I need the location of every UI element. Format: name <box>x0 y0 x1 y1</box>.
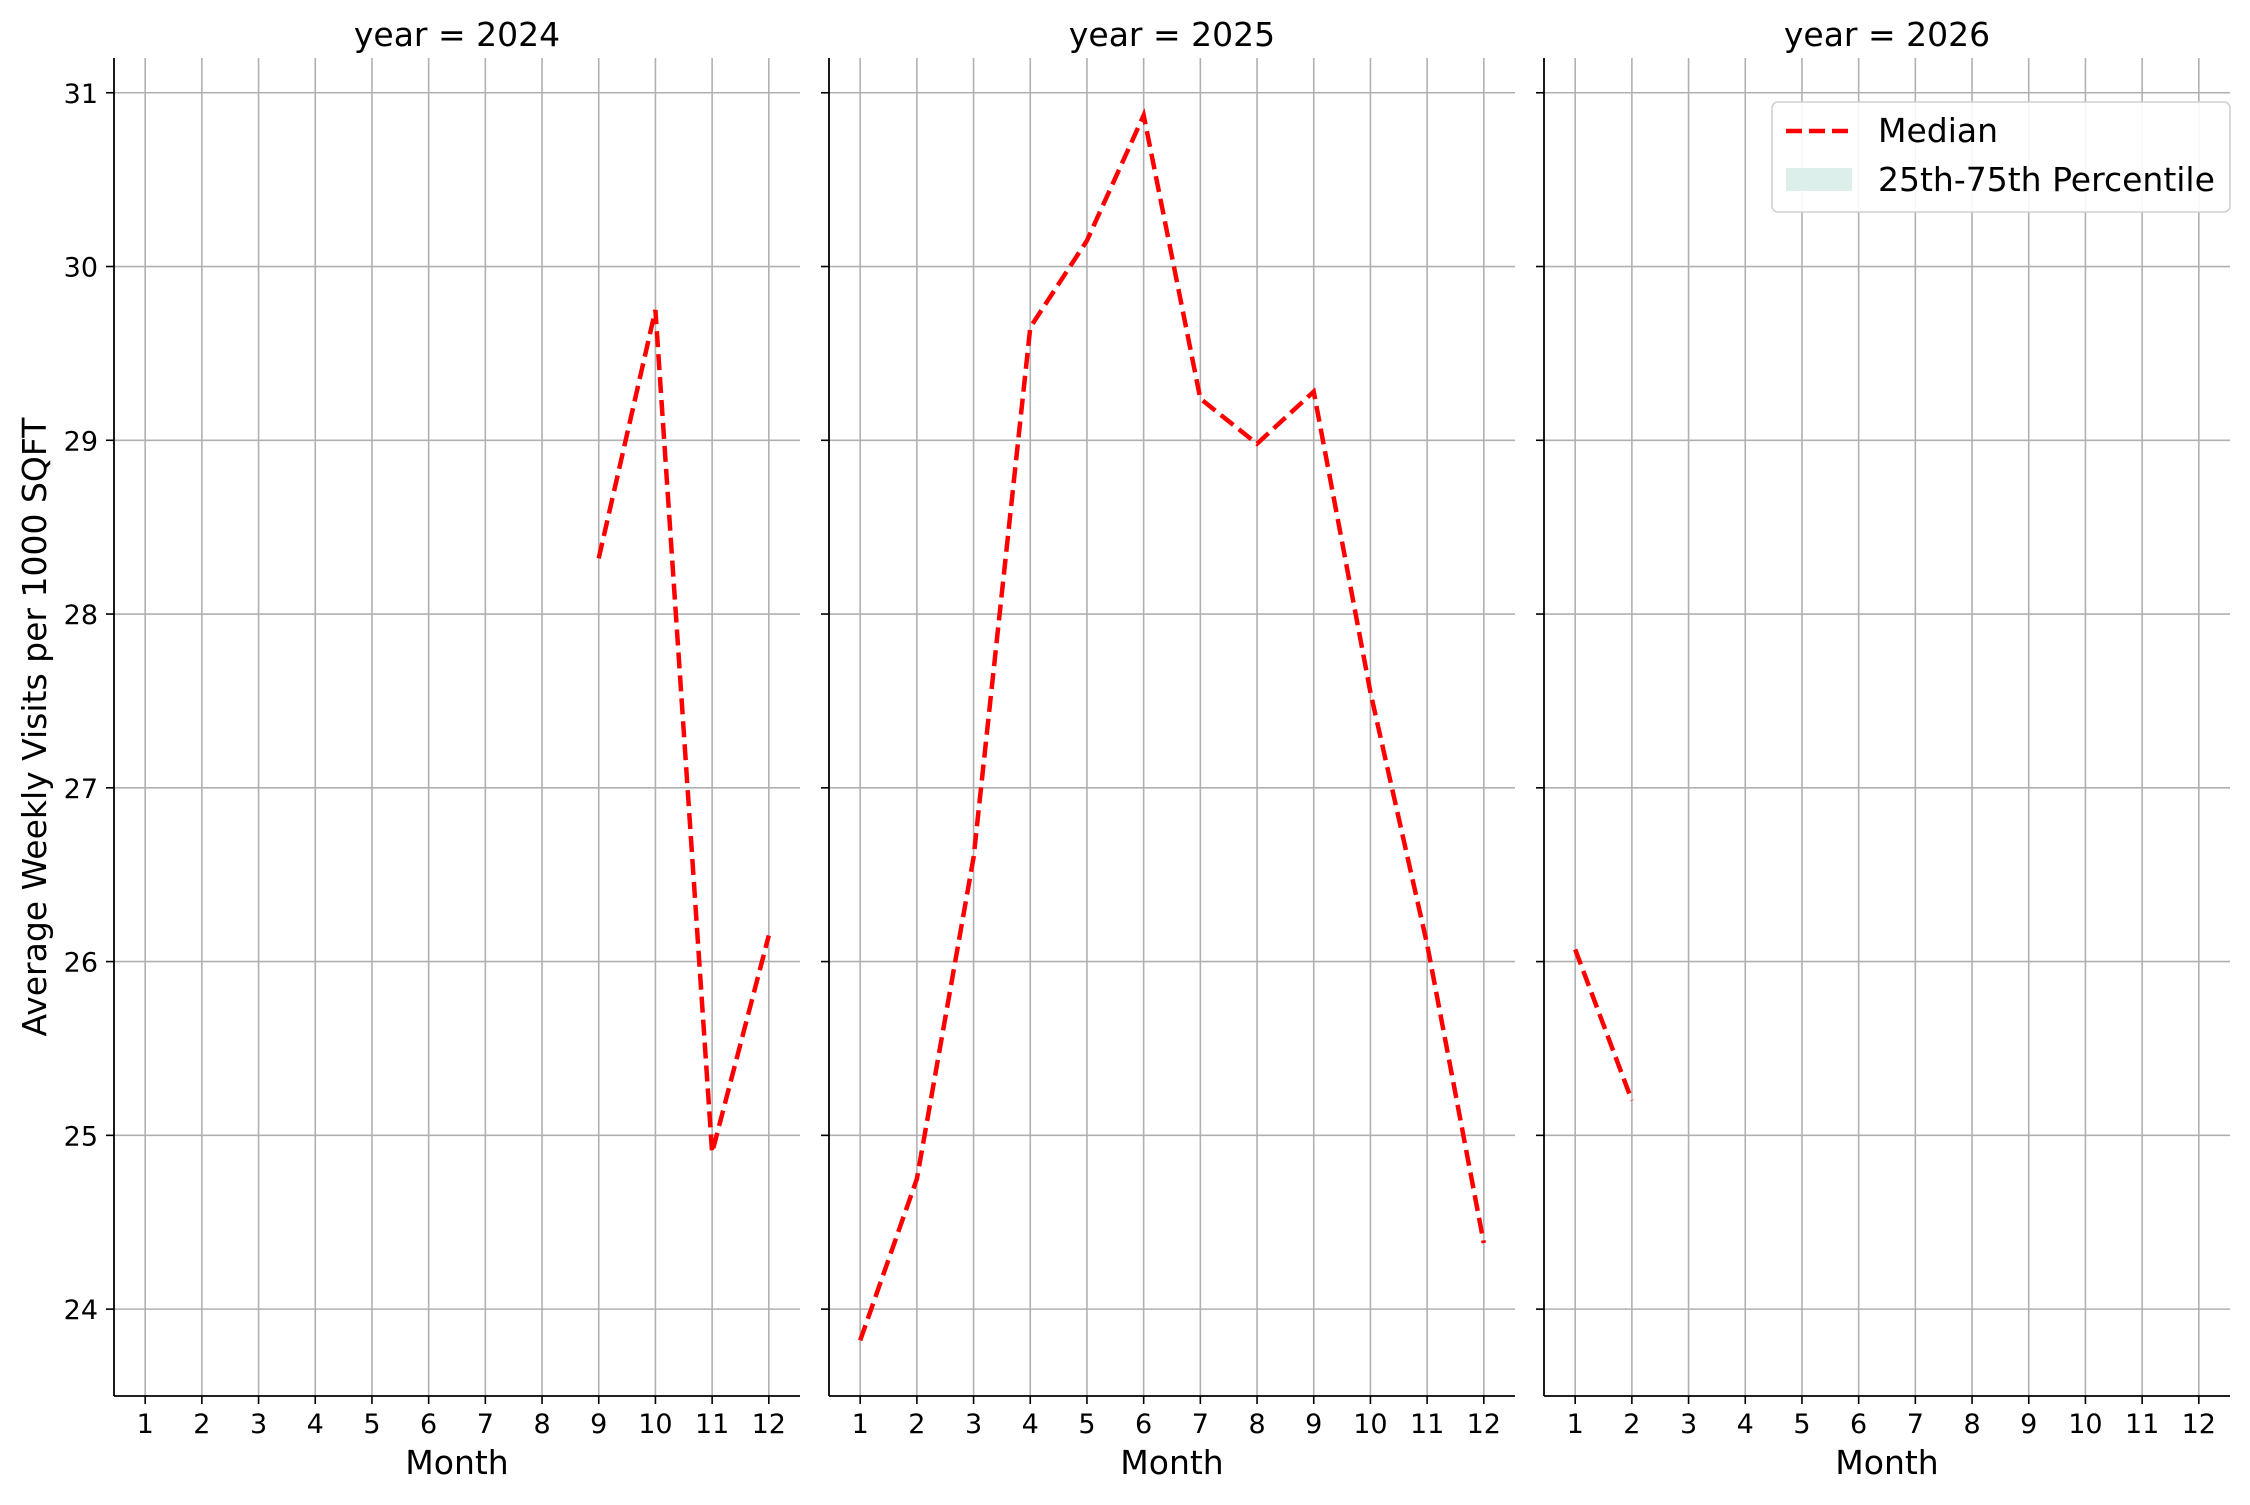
y-tick-label: 27 <box>64 774 98 805</box>
x-tick-label: 1 <box>137 1409 154 1440</box>
x-tick-label: 5 <box>1078 1409 1095 1440</box>
x-tick-label: 12 <box>752 1409 786 1440</box>
x-tick-label: 7 <box>477 1409 494 1440</box>
x-tick-label: 3 <box>250 1409 267 1440</box>
panel-title: year = 2025 <box>1069 15 1275 54</box>
x-tick-label: 12 <box>1467 1409 1501 1440</box>
y-axis-title: Average Weekly Visits per 1000 SQFT <box>15 417 54 1037</box>
x-tick-label: 5 <box>1793 1409 1810 1440</box>
y-tick-label: 25 <box>64 1121 98 1152</box>
x-tick-label: 4 <box>1737 1409 1754 1440</box>
y-tick-label: 30 <box>64 253 98 284</box>
legend: Median 25th-75th Percentile <box>1772 102 2230 212</box>
x-axis-title: Month <box>405 1443 508 1482</box>
x-tick-label: 9 <box>1305 1409 1322 1440</box>
x-tick-label: 10 <box>2068 1409 2102 1440</box>
y-tick-label: 26 <box>64 948 98 979</box>
x-tick-label: 2 <box>908 1409 925 1440</box>
x-tick-label: 2 <box>1623 1409 1640 1440</box>
legend-band-swatch <box>1786 168 1852 191</box>
x-tick-label: 11 <box>2125 1409 2159 1440</box>
x-tick-label: 5 <box>363 1409 380 1440</box>
x-tick-label: 10 <box>638 1409 672 1440</box>
x-tick-label: 7 <box>1907 1409 1924 1440</box>
x-tick-label: 6 <box>420 1409 437 1440</box>
x-tick-label: 11 <box>1410 1409 1444 1440</box>
x-tick-label: 3 <box>1680 1409 1697 1440</box>
median-line <box>599 310 769 1153</box>
x-tick-label: 1 <box>852 1409 869 1440</box>
panel-title: year = 2024 <box>354 15 560 54</box>
x-tick-label: 4 <box>1022 1409 1039 1440</box>
x-tick-label: 11 <box>695 1409 729 1440</box>
x-axis-title: Month <box>1835 1443 1938 1482</box>
y-tick-label: 31 <box>64 79 98 110</box>
x-axis-title: Month <box>1120 1443 1223 1482</box>
y-tick-label: 29 <box>64 426 98 457</box>
x-tick-label: 1 <box>1567 1409 1584 1440</box>
x-tick-label: 9 <box>2020 1409 2037 1440</box>
median-line <box>1575 949 1632 1100</box>
legend-median-label: Median <box>1878 111 1998 150</box>
y-tick-label: 24 <box>64 1295 98 1326</box>
x-tick-label: 6 <box>1135 1409 1152 1440</box>
x-tick-label: 7 <box>1192 1409 1209 1440</box>
median-line <box>860 115 1484 1340</box>
x-tick-label: 12 <box>2182 1409 2216 1440</box>
y-tick-label: 28 <box>64 600 98 631</box>
x-tick-label: 8 <box>533 1409 550 1440</box>
x-tick-label: 4 <box>307 1409 324 1440</box>
x-tick-label: 6 <box>1850 1409 1867 1440</box>
legend-band-label: 25th-75th Percentile <box>1878 160 2215 199</box>
x-tick-label: 8 <box>1248 1409 1265 1440</box>
x-tick-label: 9 <box>590 1409 607 1440</box>
x-tick-label: 2 <box>193 1409 210 1440</box>
x-tick-label: 10 <box>1353 1409 1387 1440</box>
x-tick-label: 8 <box>1963 1409 1980 1440</box>
x-tick-label: 3 <box>965 1409 982 1440</box>
panel-title: year = 2026 <box>1784 15 1990 54</box>
